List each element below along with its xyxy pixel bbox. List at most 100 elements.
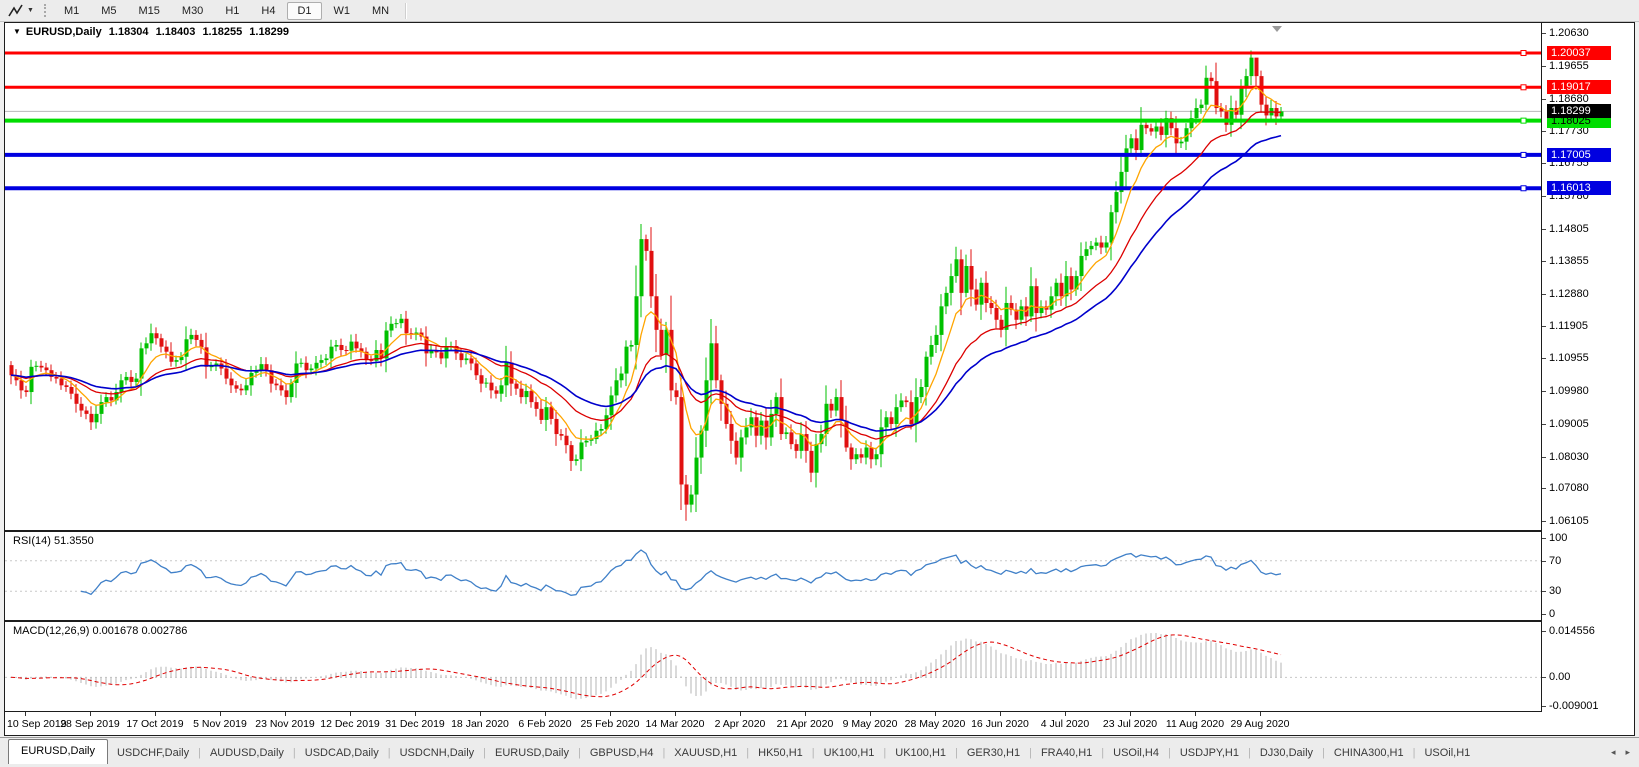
date-axis-tick: [480, 712, 481, 716]
price-axis[interactable]: 1.20630 1.19655 1.18680 1.17730 1.16755 1.157…: [1542, 23, 1634, 712]
chart-tab-uk100-h1[interactable]: UK100,H1: [823, 746, 875, 759]
chart-tab-hk50-h1[interactable]: HK50,H1: [758, 746, 803, 759]
date-axis-tick: [350, 712, 351, 716]
ohlc-close: 1.18299: [249, 26, 290, 38]
symbol-dropdown-icon[interactable]: ▼: [13, 27, 21, 36]
date-axis-tick: [1130, 712, 1131, 716]
date-axis-label: 4 Jul 2020: [1040, 718, 1090, 730]
price-line-flag: 1.18299: [1547, 104, 1611, 119]
tab-divider: |: [883, 746, 887, 759]
price-pane[interactable]: ▼ EURUSD,Daily 1.18304 1.18403 1.18255 1.…: [5, 23, 1541, 530]
date-axis-label: 11 Aug 2020: [1165, 718, 1225, 730]
chart-tab-usdjpy-h1[interactable]: USDJPY,H1: [1179, 746, 1239, 759]
pane-resize-separator[interactable]: [5, 711, 1542, 712]
tab-divider: |: [483, 746, 487, 759]
zigzag-line-tool-icon: [8, 4, 23, 16]
price-line-flag: 1.20037: [1547, 46, 1611, 60]
date-axis-tick: [805, 712, 806, 716]
chevron-down-icon[interactable]: ▼: [27, 7, 34, 14]
chart-tab-china300-h1[interactable]: CHINA300,H1: [1333, 746, 1404, 759]
tab-scroll-arrows: ◂ ▸: [1599, 738, 1635, 767]
date-axis-tick: [1000, 712, 1001, 716]
date-axis-tick: [870, 712, 871, 716]
pane-resize-separator[interactable]: [5, 620, 1542, 622]
timeframe-button-m30[interactable]: M30: [181, 4, 204, 17]
date-axis-tick: [675, 712, 676, 716]
date-axis[interactable]: 10 Sep 2019 28 Sep 2019 17 Oct 2019 5 Nov 2…: [5, 712, 1634, 734]
chart-tab-gbpusd-h4[interactable]: GBPUSD,H4: [589, 746, 654, 759]
date-axis-tick: [415, 712, 416, 716]
rsi-pane[interactable]: RSI(14) 51.3550: [5, 532, 1541, 620]
ohlc-low: 1.18255: [202, 26, 243, 38]
tab-scroll-left-icon[interactable]: ◂: [1610, 747, 1616, 757]
chart-tab-dj30-daily[interactable]: DJ30,Daily: [1259, 746, 1314, 759]
tab-divider: |: [1168, 746, 1171, 759]
date-axis-label: 16 Jun 2020: [971, 718, 1029, 730]
timeframe-button-w1[interactable]: W1: [333, 4, 351, 17]
timeframe-button-h1[interactable]: H1: [225, 4, 240, 17]
chart-tab-uk100-h1[interactable]: UK100,H1: [895, 746, 947, 759]
date-axis-tick: [220, 712, 221, 716]
date-axis-label: 29 Aug 2020: [1230, 718, 1290, 730]
tab-divider: |: [1101, 746, 1105, 759]
timeframe-buttons: M1 M5 M15 M30 H1 H4 D1 W1 MN: [53, 1, 400, 20]
chart-tab-usdcnh-daily[interactable]: USDCNH,Daily: [399, 746, 475, 759]
chart-tab-usdcad-daily[interactable]: USDCAD,Daily: [304, 746, 379, 759]
date-axis-label: 12 Dec 2019: [320, 718, 380, 730]
chart-tab-eurusd-daily[interactable]: EURUSD,Daily: [495, 746, 569, 759]
tab-divider: |: [1029, 746, 1032, 759]
timeframe-button-m1[interactable]: M1: [63, 4, 80, 17]
macd-pane[interactable]: MACD(12,26,9) 0.001678 0.002786: [5, 622, 1541, 711]
chart-tab-usoil-h1[interactable]: USOil,H1: [1424, 746, 1471, 759]
macd-label: MACD(12,26,9) 0.001678 0.002786: [13, 625, 188, 637]
ohlc-high: 1.18403: [155, 26, 196, 38]
tab-divider: |: [1322, 746, 1325, 759]
chart-tab-eurusd-daily[interactable]: EURUSD,Daily: [8, 739, 108, 764]
timeframe-button-d1[interactable]: D1: [287, 1, 322, 20]
date-axis-label: 25 Feb 2020: [580, 718, 640, 730]
chart-tab-xauusd-h1[interactable]: XAUUSD,H1: [674, 746, 738, 759]
tab-divider: |: [578, 746, 581, 759]
chart-shift-marker-icon[interactable]: [1272, 26, 1282, 32]
date-axis-tick: [1195, 712, 1196, 716]
tab-scroll-right-icon[interactable]: ▸: [1625, 747, 1630, 757]
timeframe-button-mn[interactable]: MN: [372, 4, 390, 17]
timeframe-button-m5[interactable]: M5: [101, 4, 117, 17]
tab-divider: |: [387, 746, 391, 759]
tab-divider: |: [662, 746, 666, 759]
date-axis-tick: [155, 712, 156, 716]
chart-tab-ger30-h1[interactable]: GER30,H1: [966, 746, 1021, 759]
rsi-label: RSI(14) 51.3550: [13, 535, 94, 547]
date-axis-label: 9 May 2020: [842, 718, 898, 730]
price-axis-separator: [1541, 23, 1542, 712]
date-axis-tick: [1065, 712, 1066, 716]
tab-divider: |: [1412, 746, 1416, 759]
date-axis-tick: [1260, 712, 1261, 716]
tab-divider: |: [811, 746, 815, 759]
toolbar-separator: [405, 2, 408, 19]
date-axis-label: 28 Sep 2019: [60, 718, 120, 730]
timeframe-button-m15[interactable]: M15: [138, 4, 160, 17]
date-axis-tick: [935, 712, 936, 716]
tab-divider: |: [955, 746, 958, 759]
chart-tool-button[interactable]: ▼: [4, 2, 38, 20]
pane-resize-separator[interactable]: [5, 530, 1542, 532]
chart-tab-usdchf-daily[interactable]: USDCHF,Daily: [116, 746, 190, 759]
date-axis-label: 10 Sep 2019: [7, 718, 67, 730]
date-axis-label: 23 Jul 2020: [1102, 718, 1158, 730]
date-axis-tick: [25, 712, 26, 716]
chart-tab-bar: EURUSD,Daily USDCHF,Daily | AUDUSD,Daily | US…: [0, 737, 1639, 767]
timeframe-button-h4[interactable]: H4: [261, 4, 276, 17]
toolbar: ▼ M1 M5 M15 M30 H1 H4 D1 W1 MN: [0, 0, 1639, 22]
price-line-flag: 1.19017: [1547, 80, 1611, 95]
chart-tab-audusd-daily[interactable]: AUDUSD,Daily: [209, 746, 284, 759]
chart-window: ▼ EURUSD,Daily 1.18304 1.18403 1.18255 1.…: [4, 22, 1635, 736]
tab-divider: |: [198, 746, 201, 759]
chart-tab-fra40-h1[interactable]: FRA40,H1: [1040, 746, 1093, 759]
date-axis-tick: [90, 712, 91, 716]
tab-divider: |: [1247, 746, 1251, 759]
symbol-name: EURUSD,Daily: [25, 26, 102, 38]
chart-tab-usoil-h4[interactable]: USOil,H4: [1113, 746, 1159, 759]
toolbar-grip[interactable]: [43, 4, 46, 17]
symbol-ohlc-label: ▼ EURUSD,Daily 1.18304 1.18403 1.18255 1.…: [13, 26, 293, 38]
